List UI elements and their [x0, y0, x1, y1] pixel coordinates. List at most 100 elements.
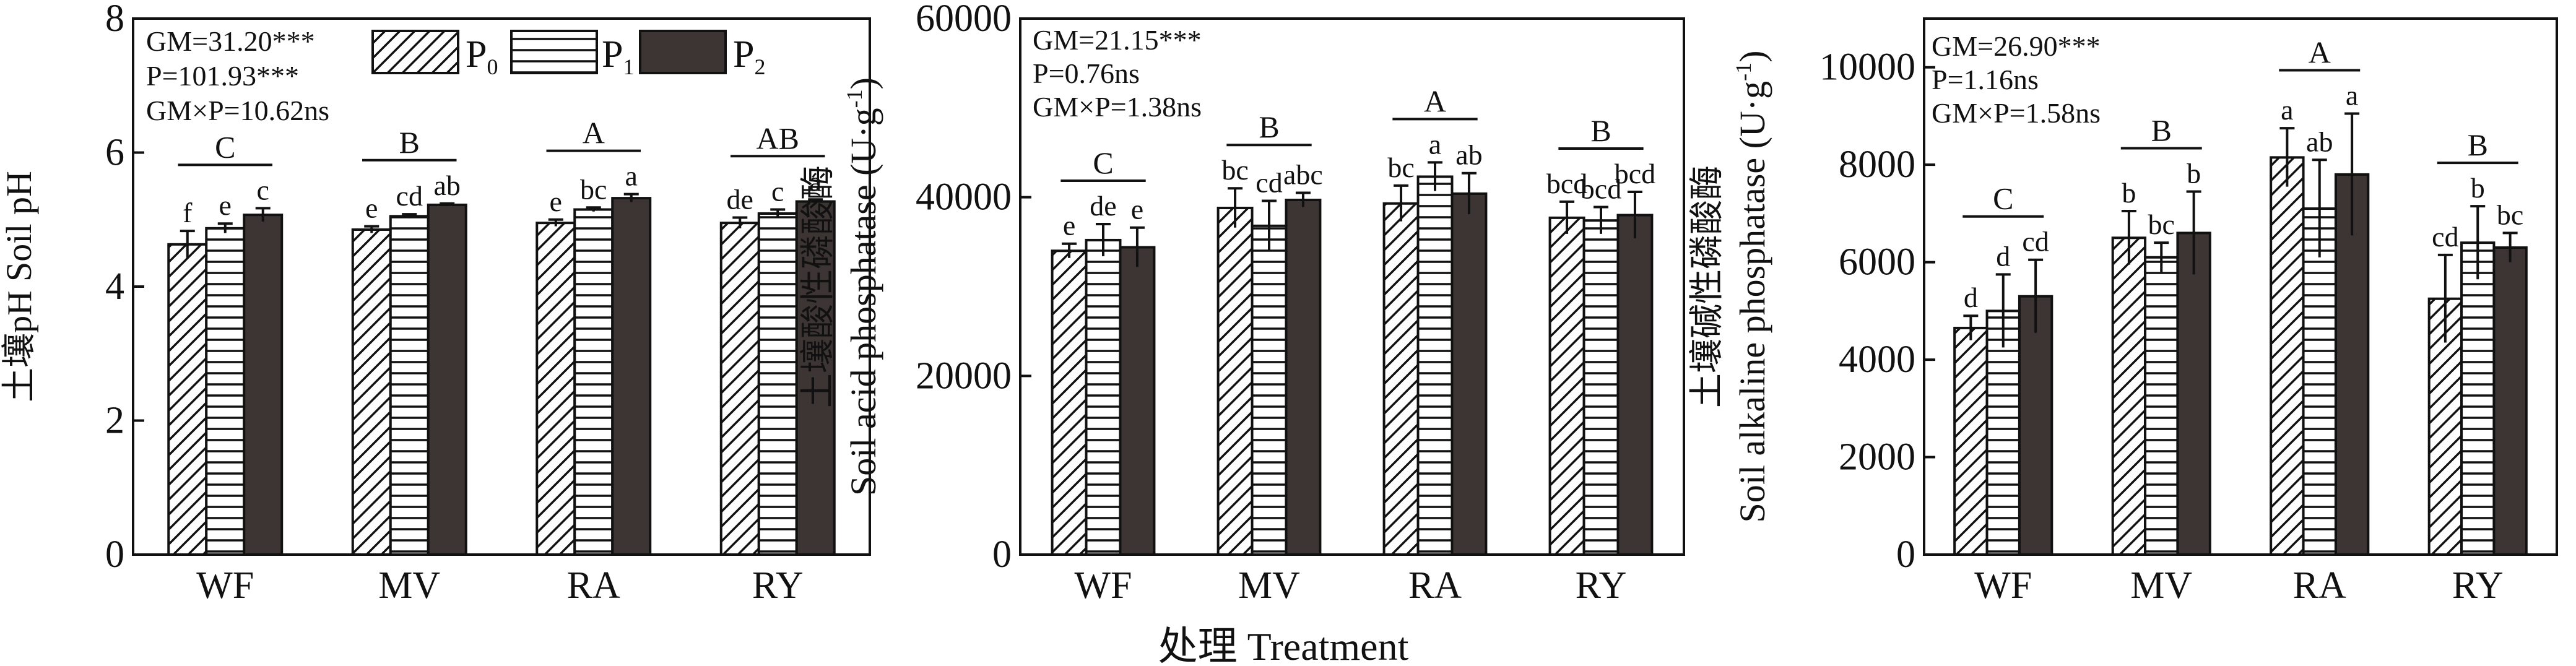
stats-annotation: GM=26.90*** P=1.16ns GM×P=1.58ns: [1932, 30, 2101, 129]
bar-p2-mv: [427, 203, 467, 556]
significance-letter: e: [219, 189, 232, 221]
significance-letter: bc: [580, 173, 607, 205]
bar-p0-ry: [719, 222, 760, 556]
y-tick-label: 0: [992, 534, 1012, 576]
bar-p2-ra: [611, 197, 652, 556]
bar-p2-wf: [1119, 246, 1156, 556]
bar-p1-ra: [2302, 207, 2337, 556]
significance-letter: e: [1063, 210, 1075, 241]
significance-letter: ab: [434, 170, 461, 201]
significance-letter: bcd: [1581, 173, 1621, 205]
bar-p1-mv: [389, 215, 430, 556]
significance-letter: d: [1996, 240, 2010, 272]
significance-letter: bcd: [1615, 158, 1655, 189]
significance-letter: cd: [2022, 226, 2049, 257]
stat-p: P=101.93***: [146, 60, 299, 92]
y-axis-label: 土壤pH Soil pH: [0, 171, 39, 402]
stats-annotation: GM=31.20*** P=101.93*** GM×P=10.62ns: [146, 25, 329, 126]
stats-annotation: GM=21.15*** P=0.76ns GM×P=1.38ns: [1033, 24, 1202, 123]
significance-letter: b: [2187, 157, 2201, 189]
x-tick-label: WF: [1974, 564, 2032, 607]
y-tick-label: 4000: [1839, 339, 1915, 381]
y-tick-label: 0: [105, 534, 124, 576]
group-letter: B: [1259, 110, 1279, 144]
significance-letter: a: [1429, 128, 1441, 160]
y-tick-label: 40000: [916, 176, 1012, 218]
legend-swatch-p2: [639, 30, 727, 74]
bar-p1-ra: [573, 208, 614, 556]
significance-letter: e: [365, 192, 378, 224]
x-tick-labels: WF MV RA RY: [1974, 564, 2503, 607]
legend-swatch-p0: [371, 30, 459, 74]
y-axis-label-cn: 土壤酸性磷酸酶: [799, 165, 838, 408]
x-axis-title: 处理 Treatment: [1158, 625, 1409, 666]
legend-label-p2: P2: [733, 33, 765, 79]
bar-p2-ry: [1616, 214, 1654, 556]
y-tick-label: 10000: [1819, 46, 1915, 89]
bar-p0-ra: [1382, 202, 1420, 556]
bar-p0-ra: [2270, 156, 2305, 556]
group-letter: C: [215, 129, 235, 164]
y-axis: 0 2000 4000 6000 8000 10000: [1819, 46, 2479, 576]
significance-letter: ab: [2306, 126, 2333, 157]
y-axis-label-cn: 土壤碱性磷酸酶: [1688, 165, 1727, 408]
x-tick-label: RA: [1408, 564, 1462, 607]
significance-letter: abc: [1283, 158, 1323, 190]
group-letter: B: [1590, 113, 1611, 148]
plot-frame: [1019, 17, 1685, 556]
significance-letter: cd: [1255, 166, 1282, 198]
bar-p0-mv: [351, 228, 392, 556]
x-tick-labels: WF MV RA RY: [196, 564, 803, 607]
y-axis-label-en: Soil acid phosphatase (U·g-1): [842, 77, 883, 496]
significance-letter: c: [257, 174, 269, 205]
y-tick-label: 2: [105, 400, 124, 442]
bar-p2-wf: [243, 214, 284, 556]
y-tick-label: 8000: [1839, 144, 1915, 186]
significance-letter: f: [183, 197, 193, 228]
bar-p0-mv: [1216, 206, 1254, 556]
x-tick-label: WF: [1075, 564, 1132, 607]
stat-gmxp: GM×P=1.38ns: [1033, 91, 1202, 123]
bar-p1-ra: [1416, 175, 1454, 556]
bar-p1-ry: [757, 212, 798, 556]
x-tick-label: RA: [567, 564, 620, 607]
x-tick-label: RA: [2293, 564, 2346, 607]
x-tick-label: RY: [1576, 564, 1627, 607]
x-tick-label: MV: [1238, 564, 1300, 607]
stat-gmxp: GM×P=1.58ns: [1932, 97, 2101, 129]
bar-p0-ra: [536, 222, 576, 556]
legend-label-p1: P1: [602, 33, 634, 79]
bar-p2-ry: [2492, 246, 2528, 556]
y-axis-label-en: Soil alkaline phosphatase (U·g-1): [1731, 51, 1772, 523]
x-tick-label: MV: [378, 564, 440, 607]
significance-letter: bc: [2148, 209, 2175, 240]
significance-letter: ab: [1455, 139, 1482, 171]
bar-p0-mv: [2111, 236, 2147, 556]
stat-p: P=1.16ns: [1932, 64, 2039, 95]
significance-letter: bc: [1221, 154, 1248, 186]
bar-p2-ra: [1451, 192, 1488, 556]
y-tick-label: 4: [105, 266, 124, 308]
stat-gm: GM=21.15***: [1033, 24, 1202, 56]
stat-p: P=0.76ns: [1033, 58, 1140, 89]
significance-letter: de: [727, 184, 753, 215]
group-letter: C: [1993, 181, 2013, 216]
significance-letter: c: [771, 176, 784, 207]
significance-letter: a: [2281, 94, 2293, 126]
bar-p2-ra: [2334, 173, 2370, 556]
bar-p1-mv: [2144, 256, 2179, 556]
plot-frame: [1923, 17, 2558, 556]
significance-letter: a: [625, 160, 638, 192]
group-letter: C: [1093, 145, 1113, 180]
group-letter: AB: [757, 121, 799, 155]
group-letter: A: [583, 116, 605, 150]
y-axis: 0 20000 40000 60000: [916, 0, 1602, 576]
significance-letter: bc: [1387, 152, 1414, 183]
significance-letter: cd: [2432, 221, 2458, 253]
stat-gm: GM=31.20***: [146, 25, 315, 57]
